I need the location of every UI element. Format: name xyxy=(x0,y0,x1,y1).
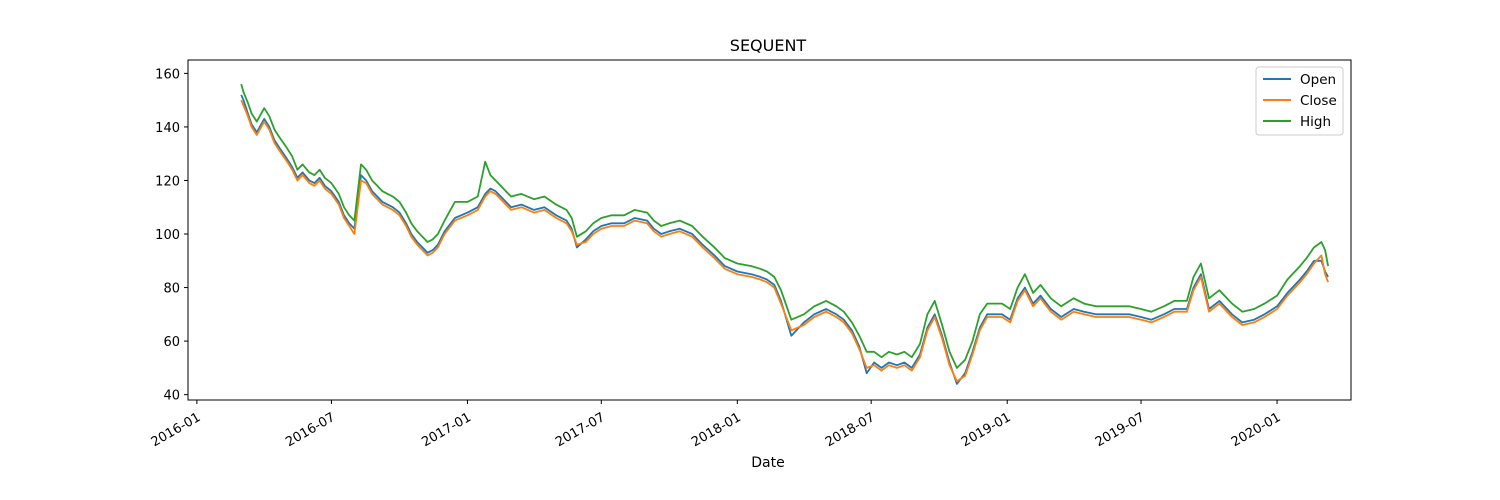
y-tick-label: 60 xyxy=(163,335,180,350)
legend-label-close: Close xyxy=(1300,93,1337,109)
y-tick-label: 80 xyxy=(163,282,180,297)
y-tick-label: 120 xyxy=(155,174,180,189)
series-line-open xyxy=(240,94,1329,385)
legend-box xyxy=(1255,66,1344,136)
y-tick-label: 160 xyxy=(155,67,180,82)
legend-label-high: High xyxy=(1300,114,1331,130)
chart-title: SEQUENT xyxy=(730,36,807,55)
y-tick-label: 140 xyxy=(155,121,180,136)
legend: Open Close High xyxy=(1255,66,1344,136)
legend-label-open: Open xyxy=(1300,72,1336,88)
series-line-close xyxy=(240,99,1329,383)
series-layer xyxy=(240,83,1329,385)
x-axis-label: Date xyxy=(751,455,784,471)
y-axis: 40 60 80 100 120 140 160 xyxy=(155,67,188,404)
y-tick-label: 100 xyxy=(155,228,180,243)
series-line-high xyxy=(240,83,1329,369)
plot-frame xyxy=(187,59,1352,401)
y-tick-label: 40 xyxy=(163,389,180,404)
